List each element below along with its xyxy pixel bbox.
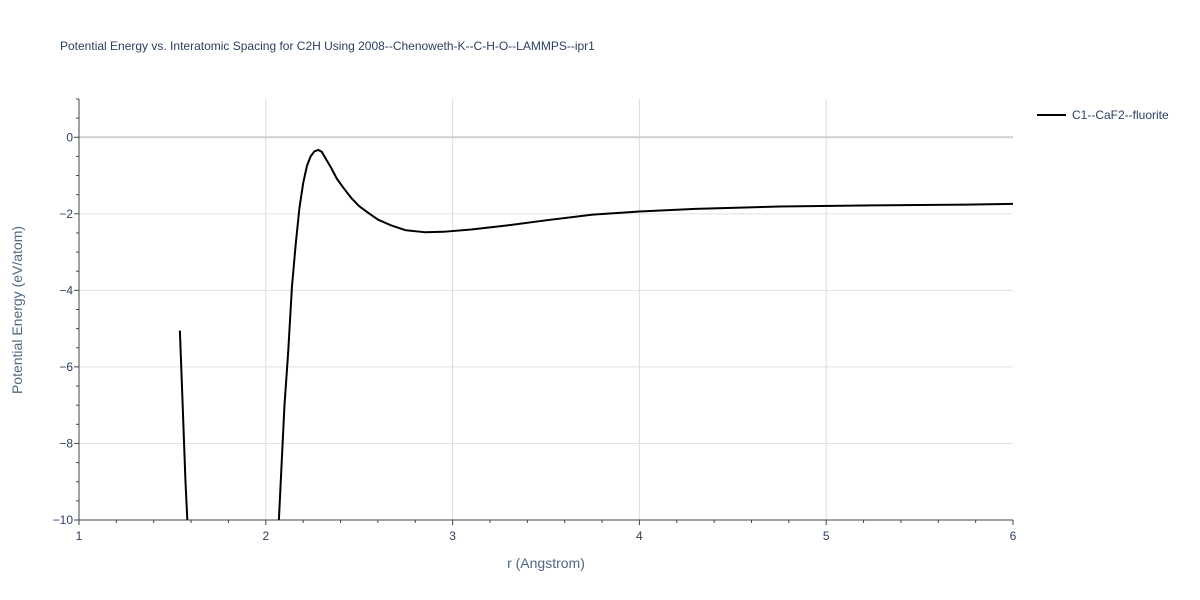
legend[interactable]: C1--CaF2--fluorite bbox=[1037, 108, 1169, 122]
x-tick-label: 4 bbox=[636, 529, 643, 543]
legend-item-label: C1--CaF2--fluorite bbox=[1072, 108, 1169, 122]
x-axis-label: r (Angstrom) bbox=[507, 555, 585, 571]
y-tick-label: −2 bbox=[59, 207, 73, 221]
x-axis-ticks: 1 2 3 4 5 6 bbox=[76, 529, 1017, 543]
plot-area bbox=[178, 148, 1013, 520]
x-tick-label: 2 bbox=[262, 529, 269, 543]
y-tick-label: −10 bbox=[53, 513, 74, 527]
axes bbox=[74, 98, 1014, 525]
y-axis-ticks: 0 −2 −4 −6 −8 −10 bbox=[53, 130, 74, 527]
chart-title: Potential Energy vs. Interatomic Spacing… bbox=[60, 39, 595, 53]
x-tick-label: 5 bbox=[823, 529, 830, 543]
x-tick-label: 1 bbox=[76, 529, 83, 543]
x-tick-label: 3 bbox=[449, 529, 456, 543]
y-tick-label: −6 bbox=[59, 360, 73, 374]
x-tick-label: 6 bbox=[1010, 529, 1017, 543]
y-tick-label: −8 bbox=[59, 436, 73, 450]
series-line bbox=[277, 148, 1013, 520]
grid bbox=[79, 99, 1013, 520]
y-axis-label: Potential Energy (eV/atom) bbox=[9, 226, 25, 394]
y-tick-label: −4 bbox=[59, 283, 73, 297]
series-line bbox=[178, 330, 189, 520]
y-tick-label: 0 bbox=[66, 130, 73, 144]
